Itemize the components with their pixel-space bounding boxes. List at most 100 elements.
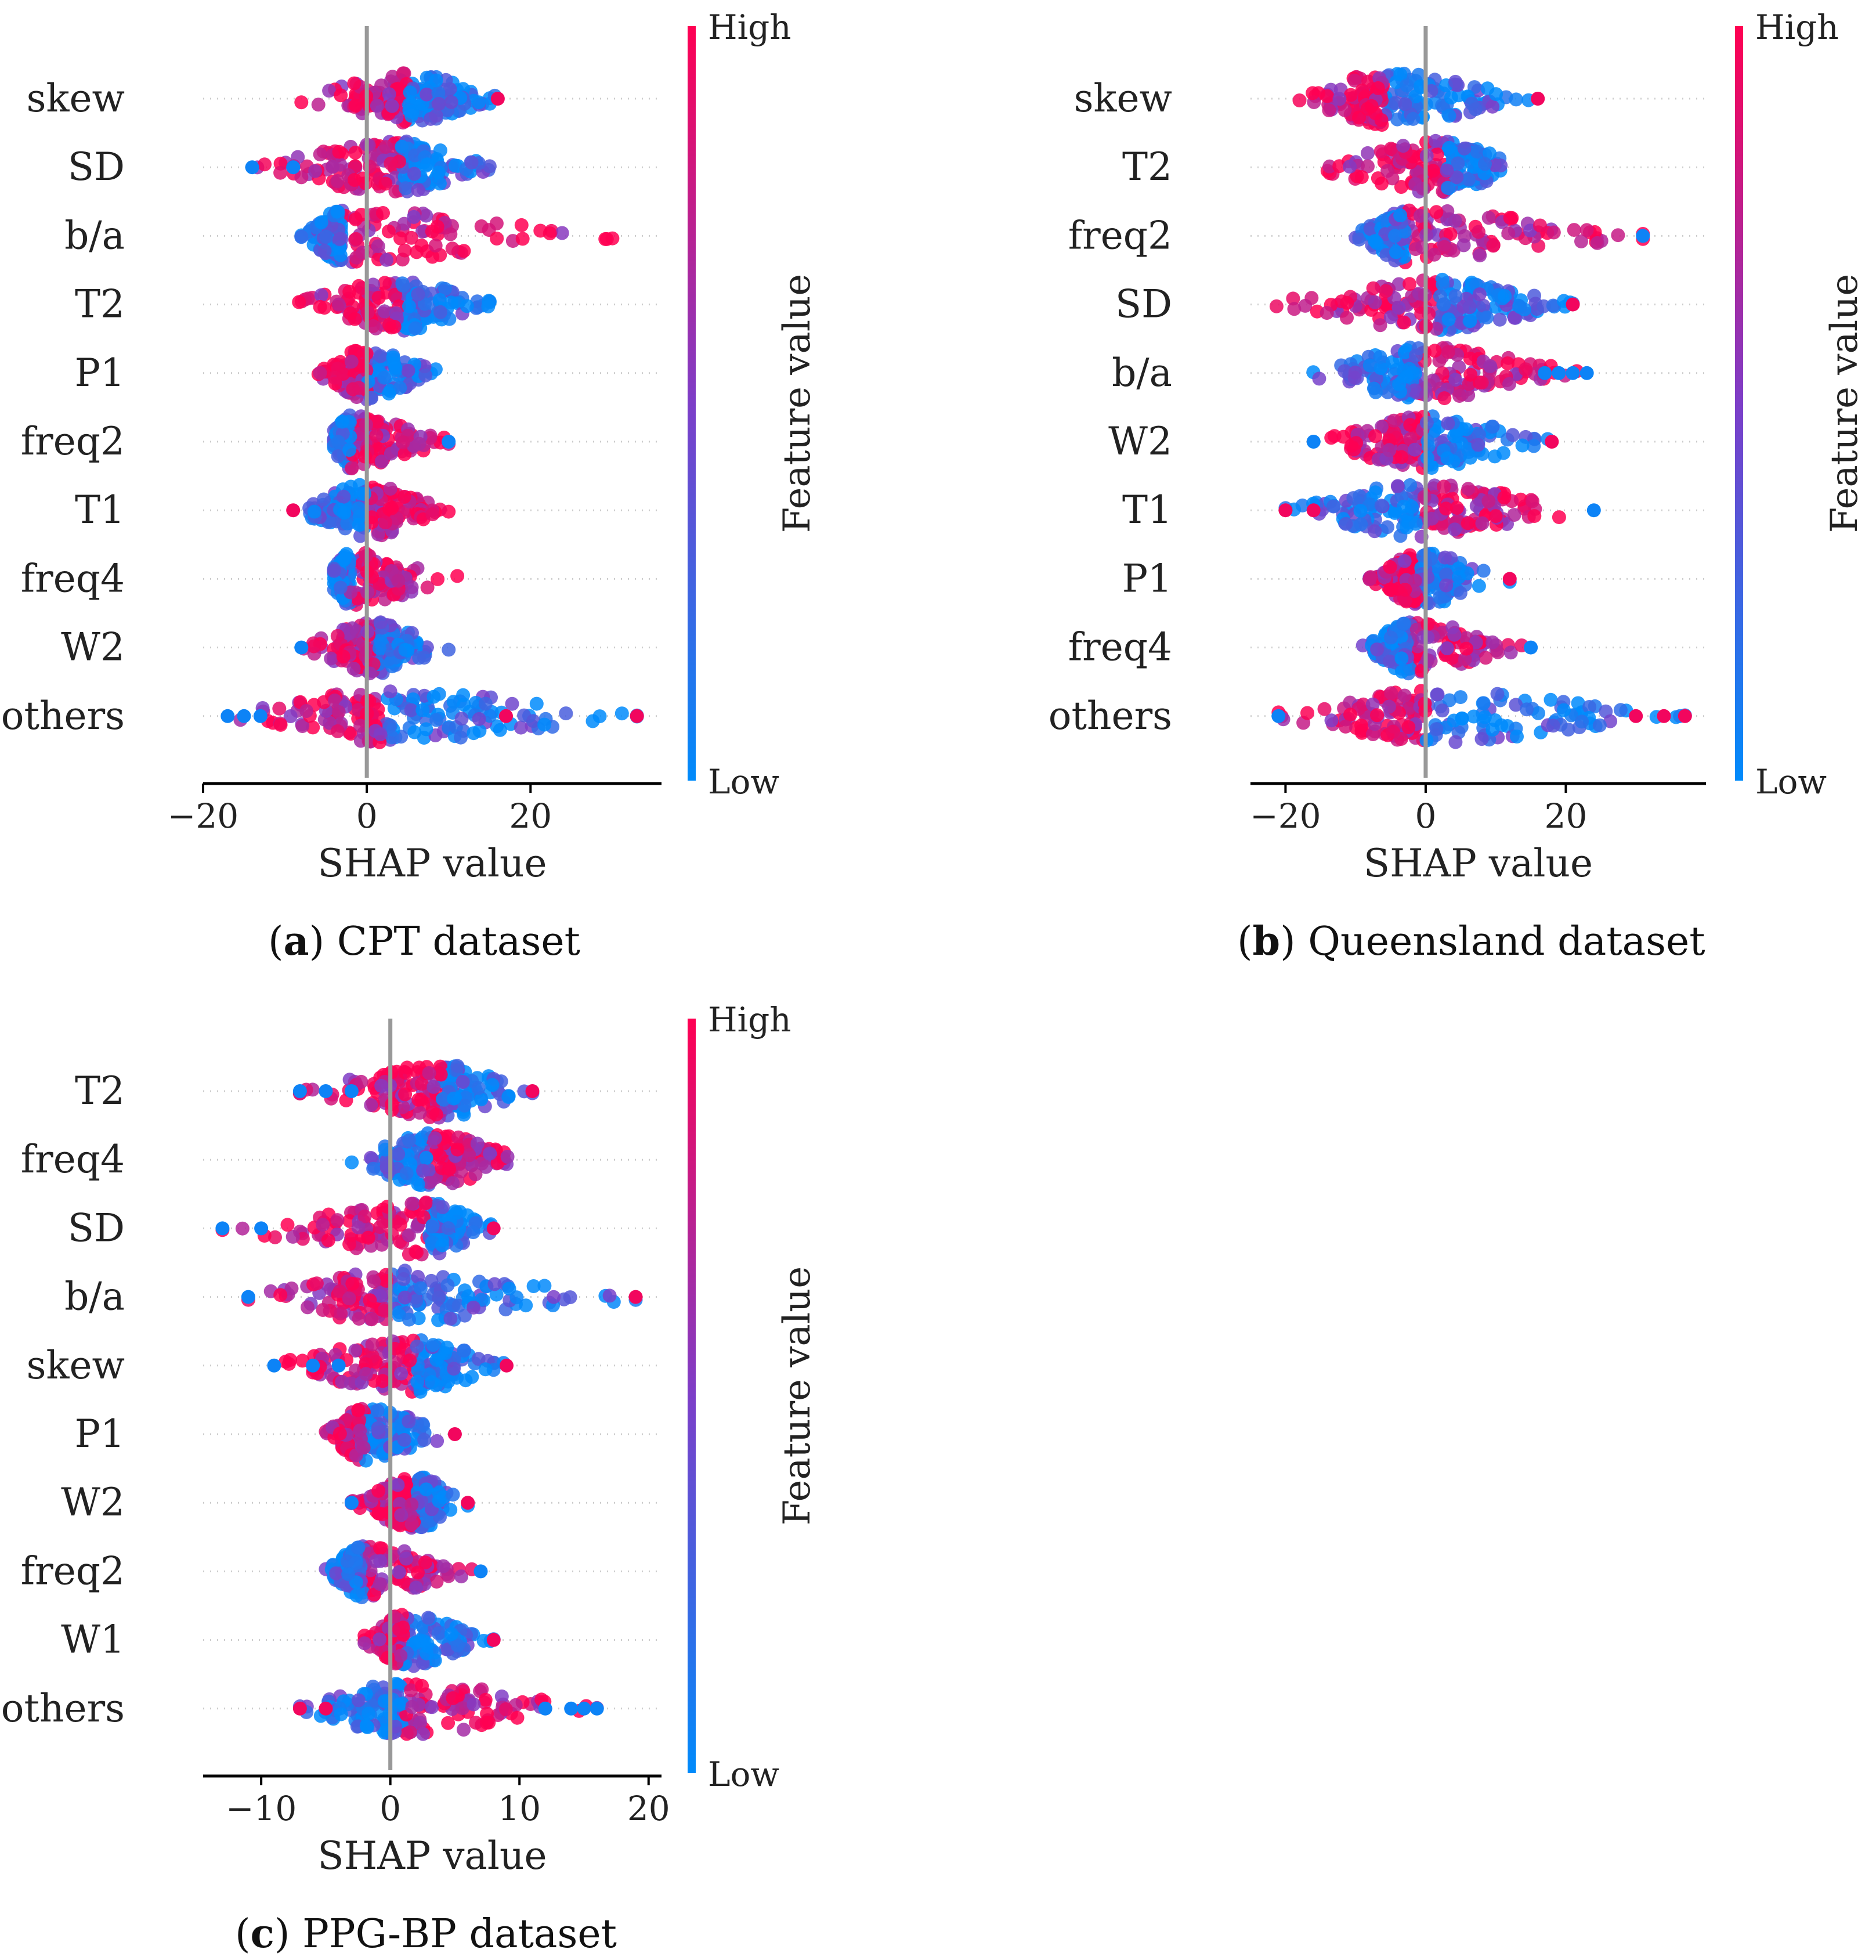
shap-point [402, 299, 416, 313]
shap-point [475, 1156, 489, 1171]
shap-point [433, 1067, 448, 1082]
shap-point [1440, 451, 1455, 465]
shap-point [317, 695, 331, 709]
shap-outlier-point [461, 1496, 475, 1510]
shap-point [1427, 344, 1442, 358]
shap-point [332, 145, 346, 159]
shap-point [379, 252, 394, 267]
shap-point [1298, 298, 1313, 313]
shap-point [450, 1059, 465, 1073]
shap-point [515, 232, 530, 246]
shap-point [357, 487, 371, 501]
shap-point [347, 76, 362, 91]
shap-point [394, 1366, 409, 1381]
shap-point [442, 1161, 457, 1176]
shap-point [349, 232, 363, 246]
shap-point [1384, 686, 1398, 701]
shap-point [374, 1078, 389, 1093]
shap-point [299, 704, 314, 718]
shap-point [1390, 112, 1404, 127]
shap-point [334, 1306, 348, 1321]
shap-point [416, 1418, 431, 1432]
shap-point [1403, 418, 1418, 432]
shap-point [319, 229, 334, 244]
shap-point [1427, 247, 1441, 262]
shap-point [1472, 579, 1486, 593]
shap-outlier-point [1629, 709, 1643, 723]
shap-point [1387, 413, 1401, 428]
shap-point [555, 226, 569, 240]
shap-point [1474, 376, 1489, 390]
shap-point [1481, 211, 1496, 225]
shap-point [529, 696, 544, 711]
shap-point [441, 1221, 456, 1236]
shap-point [311, 98, 326, 112]
shap-point [402, 1312, 416, 1327]
shap-point [309, 1276, 324, 1291]
shap-point [1438, 550, 1452, 565]
shap-point [1388, 229, 1403, 243]
shap-point [500, 1150, 515, 1164]
shap-point [419, 1482, 433, 1497]
shap-point [1371, 81, 1385, 95]
caption-a: (a) CPT dataset [268, 918, 580, 965]
shap-point [295, 1353, 310, 1368]
shap-point [393, 231, 407, 246]
shap-point [344, 355, 359, 369]
shap-point [1335, 294, 1349, 309]
shap-point [411, 1092, 426, 1107]
shap-point [1408, 383, 1422, 398]
shap-point [509, 1290, 524, 1305]
feature-label: SD [68, 1205, 125, 1250]
shap-point [1348, 365, 1362, 380]
shap-point [1426, 164, 1440, 178]
shap-point [317, 244, 332, 258]
shap-point [337, 489, 351, 504]
shap-point [1470, 145, 1484, 159]
shap-point [478, 696, 493, 711]
shap-outlier-point [1566, 366, 1580, 380]
shap-point [429, 1575, 444, 1589]
shap-point [396, 279, 410, 293]
shap-point [397, 1290, 412, 1305]
shap-point [361, 1230, 375, 1245]
shap-point [389, 511, 404, 526]
feature-dots [245, 134, 497, 198]
shap-point [394, 1508, 409, 1522]
shap-point [426, 1080, 441, 1094]
shap-point [1476, 564, 1491, 578]
feature-label: freq4 [1068, 625, 1172, 670]
shap-point [1373, 350, 1387, 364]
feature-dots [294, 66, 505, 130]
shap-point [373, 1288, 388, 1303]
shap-point [345, 461, 359, 475]
feature-row-T2: T2 [75, 1059, 662, 1125]
shap-point [411, 183, 425, 197]
shap-point [371, 239, 385, 254]
shap-point [1383, 310, 1398, 324]
shap-point [460, 299, 474, 313]
shap-point [417, 1432, 432, 1447]
shap-point [349, 1448, 363, 1463]
shap-point [457, 1344, 471, 1358]
shap-point [1510, 730, 1524, 743]
shap-point [379, 140, 393, 154]
shap-point [1338, 364, 1352, 378]
shap-point [415, 703, 430, 717]
shap-point [363, 1293, 377, 1308]
shap-point [393, 381, 407, 395]
shap-point [1531, 706, 1545, 720]
x-tick-label: −20 [168, 796, 238, 836]
shap-point [1326, 499, 1340, 514]
shap-point [1339, 517, 1353, 531]
shap-point [330, 174, 345, 188]
feature-row-freq4: freq4 [1068, 615, 1706, 681]
shap-outlier-point [1657, 709, 1671, 723]
shap-point [1483, 146, 1497, 161]
shap-point [1441, 345, 1455, 359]
shap-point [440, 1340, 454, 1355]
feature-row-freq2: freq2 [21, 408, 662, 475]
